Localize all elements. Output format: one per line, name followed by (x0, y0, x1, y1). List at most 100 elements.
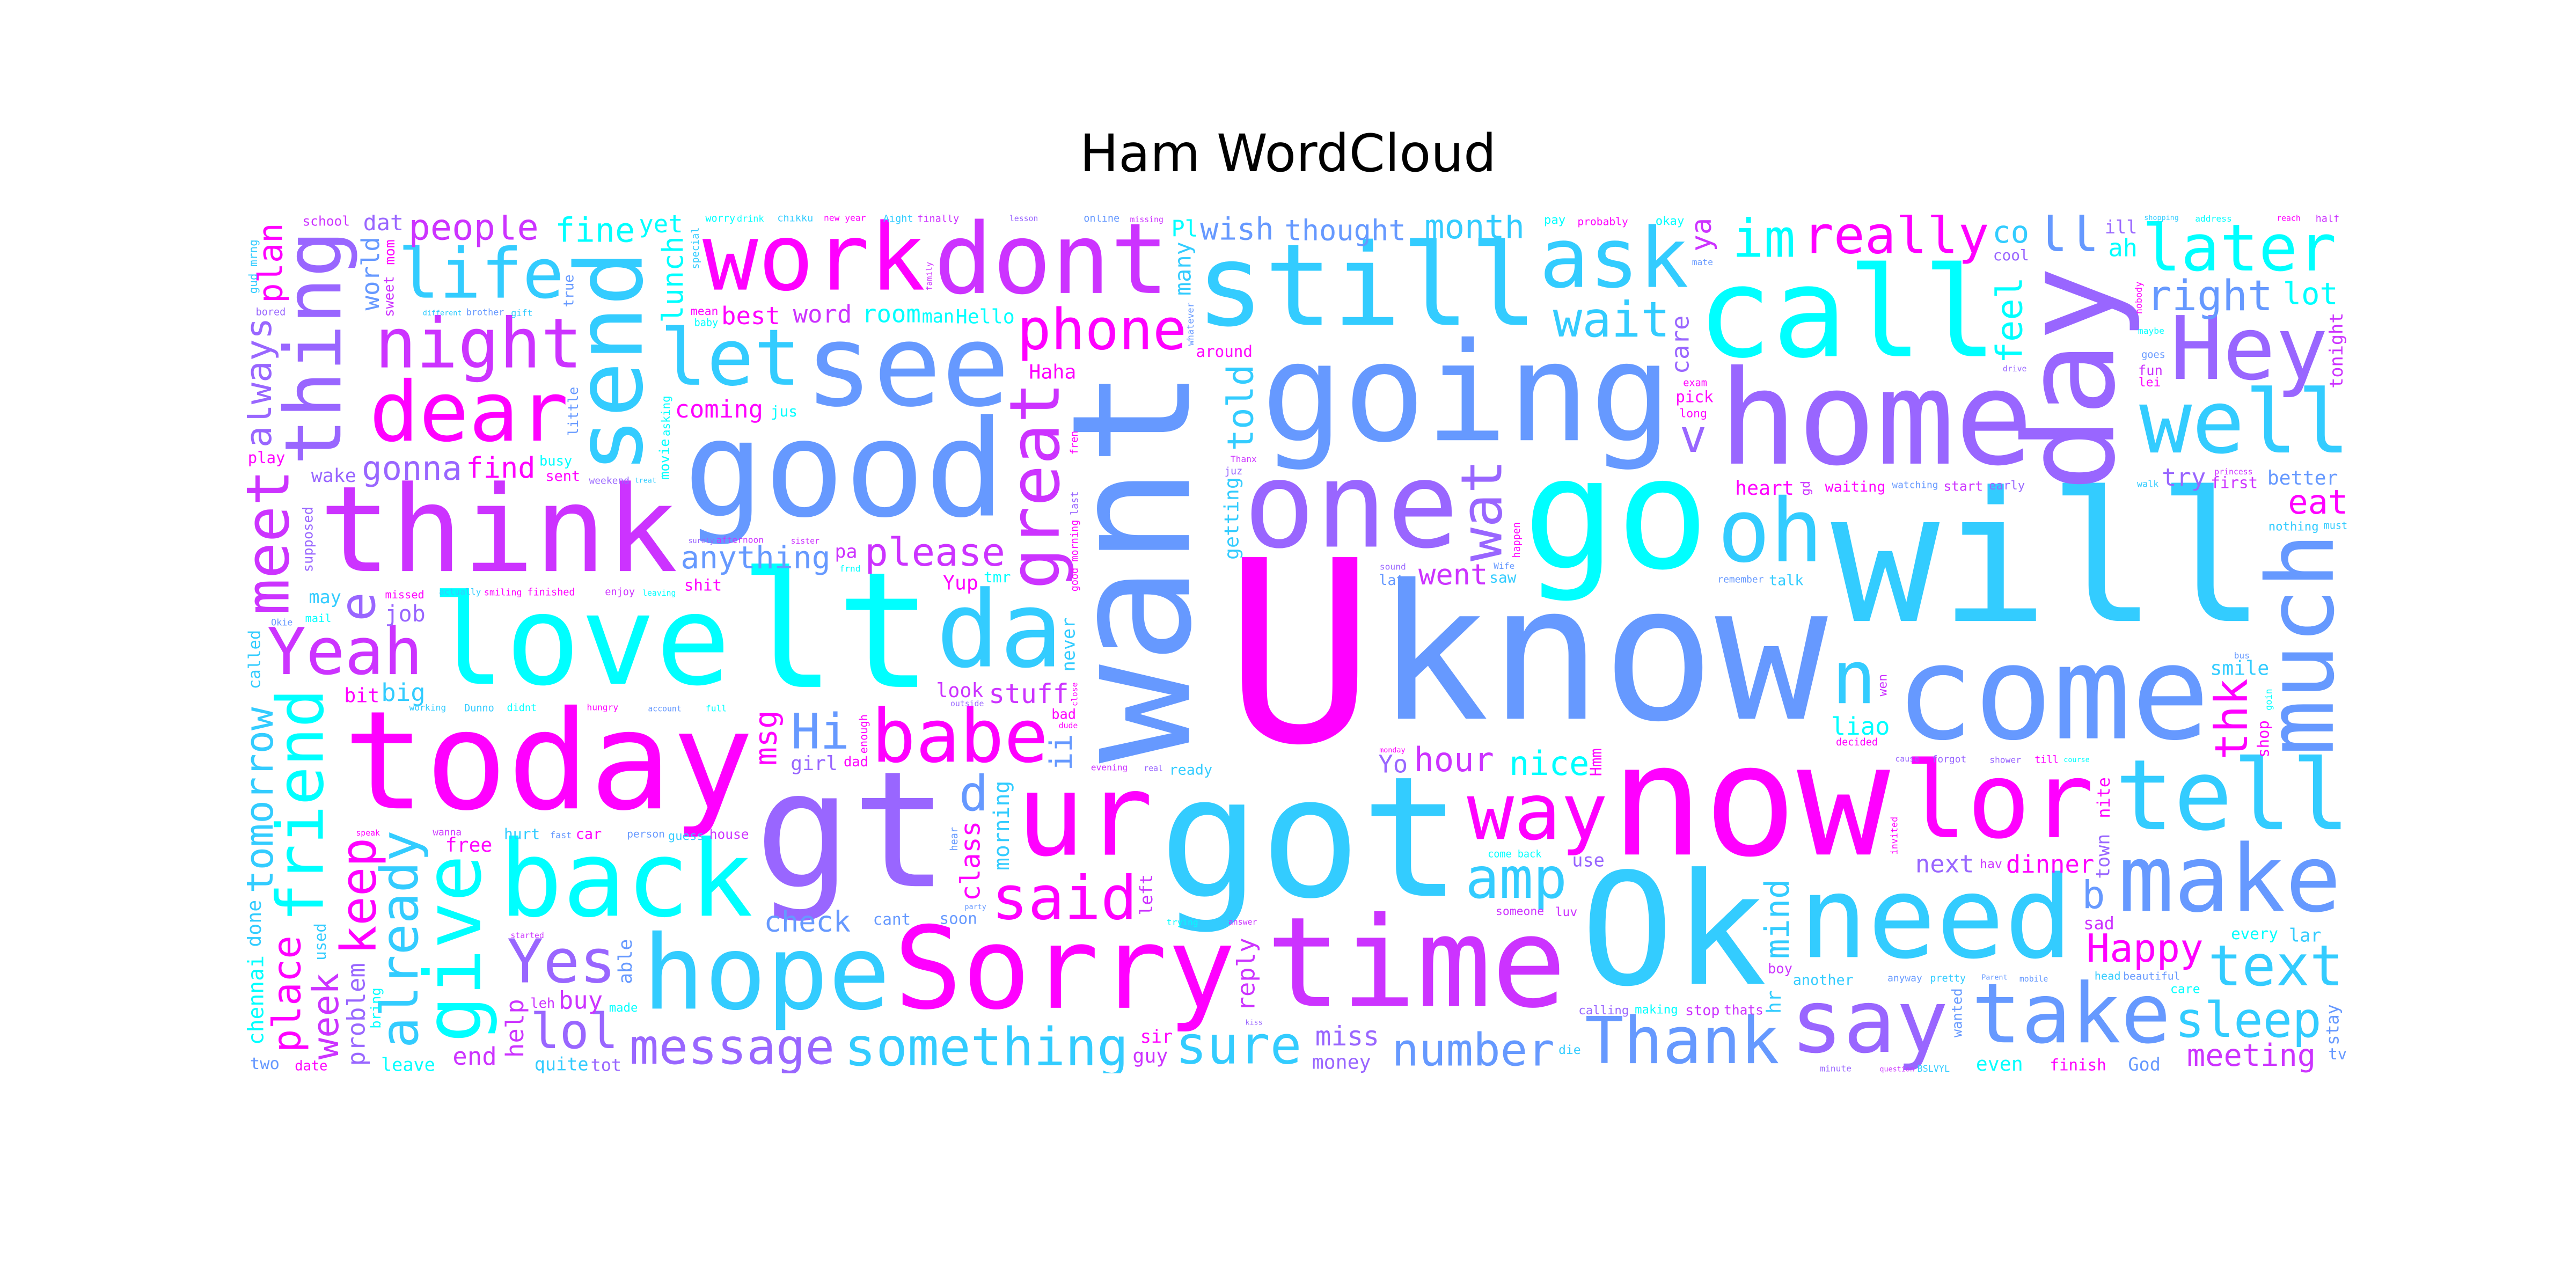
word-lor: lor (1904, 740, 2094, 862)
word-family: family (925, 262, 934, 291)
word-happy: Happy (2087, 926, 2204, 971)
word-probably: probably (1577, 215, 1628, 228)
word-come-back: come back (1488, 848, 1541, 860)
word-person: person (627, 828, 665, 840)
word-someone: someone (1496, 905, 1544, 918)
word-leaving: leaving (642, 589, 676, 598)
word-supposed: supposed (299, 507, 316, 572)
word-need: need (1799, 851, 2073, 984)
word-lot: lot (2283, 276, 2338, 312)
word-keep: keep (331, 838, 387, 955)
word-stop: stop (1685, 1002, 1720, 1019)
word-tonight: tonight (2326, 313, 2347, 389)
word-saw: saw (1489, 568, 1517, 586)
word-week: week (305, 973, 347, 1060)
word-message: message (630, 1019, 835, 1073)
word-thank: Thank (1585, 1004, 1779, 1073)
word-leave: leave (381, 1055, 435, 1073)
word-wish: wish (1200, 215, 1274, 247)
word-hear: hear (949, 827, 960, 851)
word-enough: enough (857, 714, 870, 753)
word-bring: bring (368, 987, 384, 1028)
word-fine: fine (555, 215, 635, 250)
word-speak: speak (356, 829, 380, 838)
word-girl: girl (791, 752, 838, 775)
word-sent: sent (546, 468, 581, 485)
word-online: online (1084, 215, 1119, 224)
word-use: use (1572, 850, 1605, 871)
word-close: close (1071, 682, 1080, 706)
word-question: question (1879, 1066, 1914, 1073)
word-quite: quite (535, 1054, 589, 1073)
word-every: every (2231, 925, 2278, 943)
word-finished: finished (527, 587, 575, 598)
word-give: give (408, 855, 499, 1043)
word-half: half (2316, 215, 2340, 224)
word-wat: wat (1449, 459, 1514, 561)
word-problem: problem (342, 963, 370, 1066)
word-bus: bus (2234, 650, 2250, 661)
word-outside: outside (950, 699, 984, 708)
word-help: help (501, 999, 529, 1058)
word-n: n (1832, 635, 1876, 721)
word-remember: remember (1717, 574, 1763, 585)
word-asking: asking (660, 396, 672, 436)
word-missing: missing (1130, 215, 1163, 224)
word-money: money (1312, 1050, 1371, 1073)
word-text: text (2208, 933, 2344, 999)
word-world: world (356, 237, 385, 310)
word-first: first (2211, 474, 2258, 492)
word-worry: worry (705, 215, 735, 224)
word-ok: Ok (1580, 840, 1767, 1021)
word-bored: bored (256, 307, 286, 318)
word-anyway: anyway (1887, 972, 1922, 984)
word-monday: monday (1379, 747, 1405, 755)
word-babe: babe (872, 694, 1048, 779)
word-ask: ask (1539, 215, 1689, 307)
word-night: night (375, 304, 583, 384)
word-yet: yet (639, 215, 683, 238)
word-yes: Yes (507, 926, 616, 997)
word-yup: Yup (943, 572, 978, 595)
word-lei: lei (2139, 376, 2161, 390)
word-lol: lol (530, 1004, 618, 1060)
word-different: different (423, 310, 462, 318)
word-ready: ready (1169, 762, 1213, 779)
word-told: told (1220, 364, 1262, 451)
word-look: look (936, 679, 983, 702)
word-nobody: nobody (2133, 282, 2144, 314)
chart-title: Ham WordCloud (1079, 123, 1496, 184)
word-house: house (709, 826, 749, 842)
word-thanx: Thanx (1231, 454, 1257, 464)
word-dont: dont (934, 215, 1169, 316)
word-bit: bit (344, 684, 379, 707)
word-dude: dude (1059, 721, 1078, 730)
word-thk: thk (2205, 678, 2258, 760)
word-pick: pick (1675, 388, 1714, 406)
word-whatever: whatever (1185, 302, 1196, 346)
word-pl: Pl (1172, 216, 1198, 242)
word-mom: mom (382, 239, 398, 265)
word-heart: heart (1735, 477, 1794, 500)
word-start: start (1943, 479, 1983, 494)
word-will: will (1831, 453, 2266, 664)
word-exam: exam (1683, 377, 1707, 389)
word-da: da (936, 569, 1063, 692)
word-school: school (303, 215, 350, 229)
word-meet: meet (247, 470, 303, 615)
word-take: take (1972, 966, 2171, 1062)
word-liao: liao (1831, 712, 1890, 741)
word-b: b (2082, 873, 2105, 918)
word-answer: answer (1228, 918, 1257, 927)
word-v: v (1680, 410, 1707, 463)
word-used: used (311, 923, 330, 961)
word-kiss: kiss (1245, 1019, 1262, 1027)
word-amp: amp (1465, 846, 1567, 911)
word-sir: sir (1140, 1026, 1173, 1047)
word-juz: juz (1225, 466, 1242, 477)
word-thing: thing (268, 230, 359, 465)
word-hour: hour (1414, 740, 1494, 779)
word-invited: invited (1889, 817, 1900, 855)
word-big: big (381, 678, 425, 707)
